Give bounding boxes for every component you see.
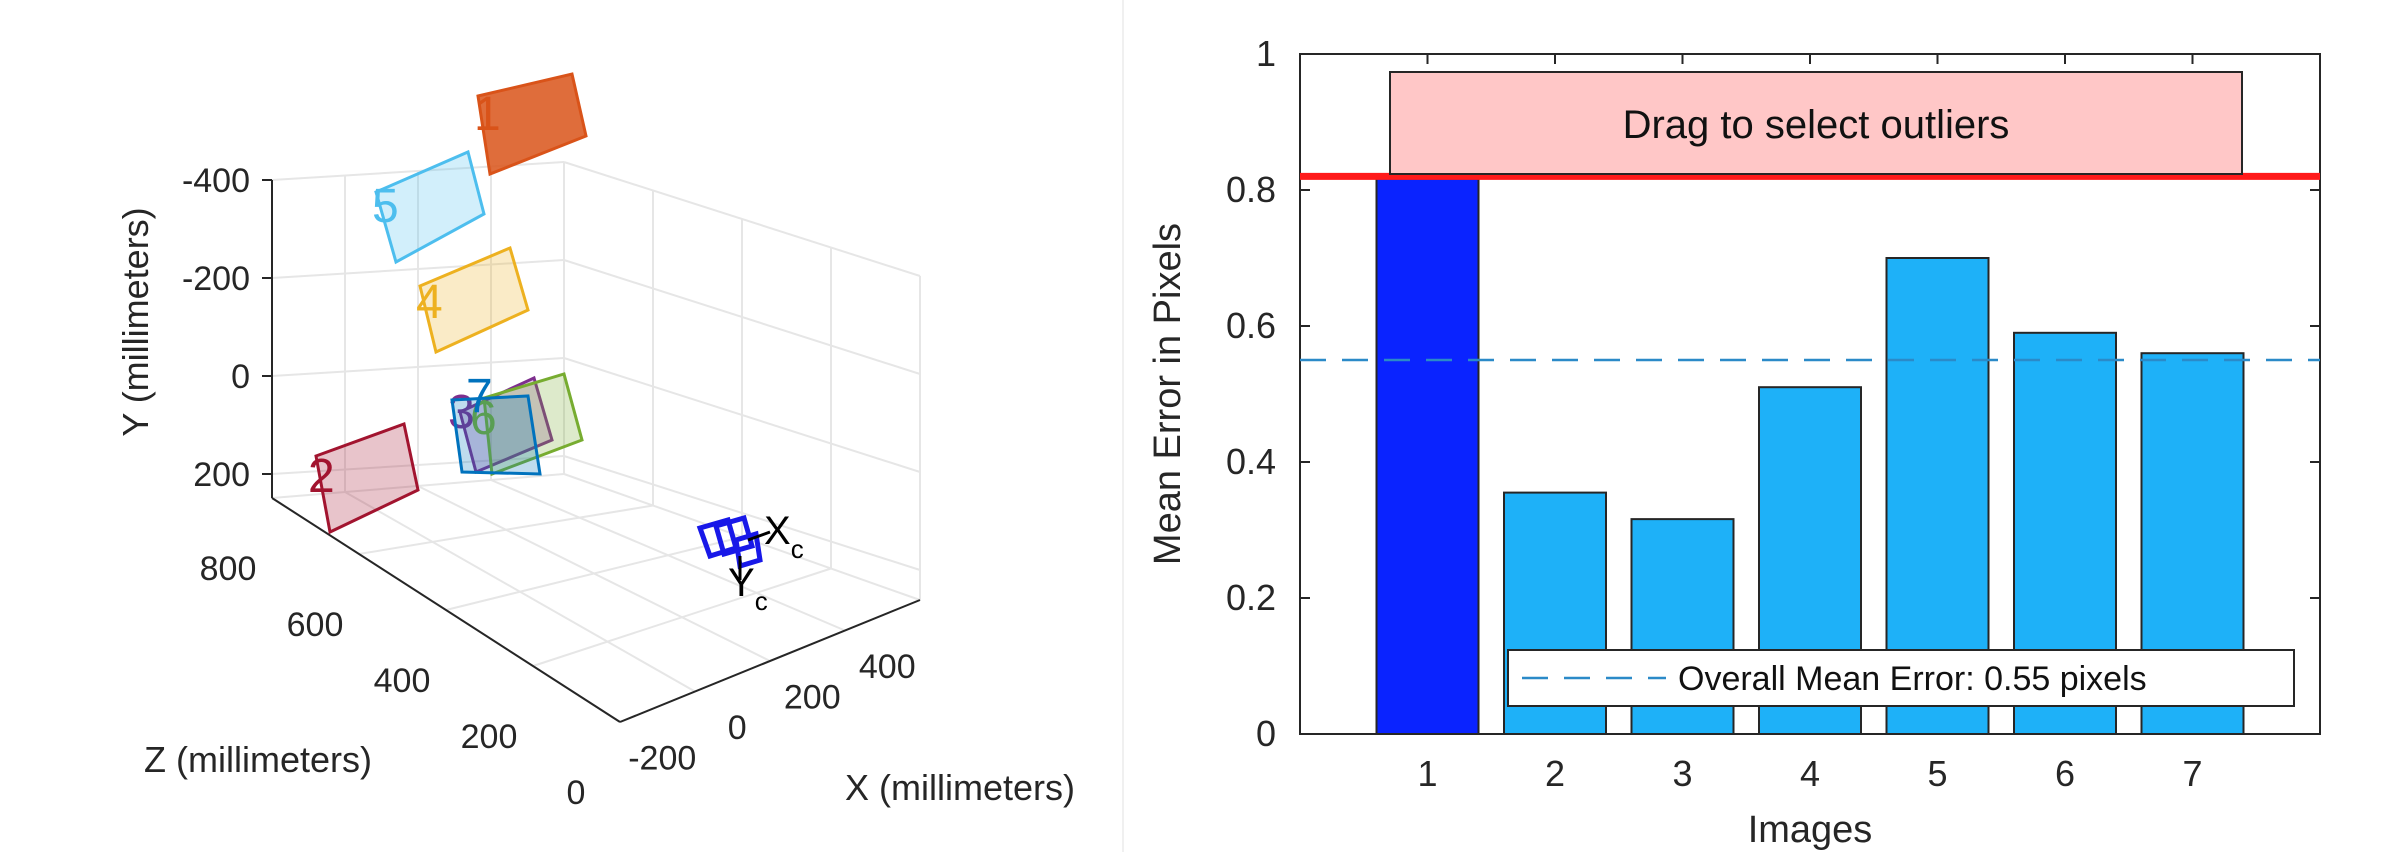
y-tick-label: 0.2 [1226, 577, 1276, 618]
selection-hint-box[interactable]: Drag to select outliers [1389, 71, 2243, 175]
x-tick-label: 6 [2055, 753, 2075, 794]
panel-divider [1122, 0, 1124, 852]
y-tick-label-3d: -400 [182, 162, 250, 200]
x-tick-label-3d: 200 [784, 678, 841, 716]
y-tick-label: 0.8 [1226, 169, 1276, 210]
legend: Overall Mean Error: 0.55 pixels [1507, 649, 2295, 707]
pattern-label-1: 1 [474, 88, 501, 141]
reprojection-error-chart[interactable]: 0 0.2 0.4 0.6 0.8 1 1 2 3 4 5 6 7 Drag to select out… [1124, 0, 2384, 852]
y-tick-label-3d: -200 [182, 260, 250, 298]
camera-x-axis [747, 530, 771, 542]
y-tick-label-3d: 0 [231, 358, 250, 396]
bar-y-axis-label: Mean Error in Pixels [1147, 223, 1189, 565]
pattern-label-6: 6 [470, 392, 497, 445]
camera-y-label: Y [728, 561, 755, 605]
pattern-label-2: 2 [308, 450, 335, 503]
x-tick-label: 3 [1672, 753, 1692, 794]
camera-glyph: Xc Yc [696, 509, 804, 616]
y-axis-label-3d: Y (millimeters) [115, 207, 156, 436]
camera-y-subscript: c [755, 586, 768, 616]
z-tick-label-3d: 400 [374, 662, 431, 700]
svg-text:Xc: Xc [764, 509, 804, 564]
x-axis-label-3d: X (millimeters) [845, 767, 1075, 808]
selection-hint-label: Drag to select outliers [1623, 103, 2010, 147]
pattern-label-4: 4 [416, 276, 443, 329]
bar-x-axis-label: Images [1748, 809, 1873, 851]
x-tick-label-3d: 400 [859, 648, 916, 686]
x-tick-label: 5 [1927, 753, 1947, 794]
x-tick-label: 7 [2182, 753, 2202, 794]
camera-x-label: X [764, 509, 791, 553]
z-tick-label-3d: 200 [461, 718, 518, 756]
y-tick-label-3d: 200 [193, 456, 250, 494]
x-tick-label-3d: 0 [728, 709, 747, 747]
y-tick-label: 0.4 [1226, 441, 1276, 482]
z-tick-label-3d: 600 [287, 606, 344, 644]
z-tick-label-3d: 800 [200, 550, 257, 588]
svg-text:Yc: Yc [728, 561, 768, 616]
pattern-7[interactable] [450, 394, 542, 476]
pattern-4[interactable] [418, 245, 530, 355]
extrinsics-axes: -400 -200 0 200 800 600 400 200 0 -200 0 200 400 [182, 162, 921, 812]
z-axis-label-3d: Z (millimeters) [144, 739, 372, 780]
bar-axis-ticks: 0 0.2 0.4 0.6 0.8 1 1 2 3 4 5 6 7 [1226, 33, 2320, 794]
pattern-1[interactable] [476, 72, 588, 177]
x-tick-label: 1 [1417, 753, 1437, 794]
pattern-2[interactable] [314, 422, 420, 535]
camera-x-subscript: c [791, 534, 804, 564]
camera-body [696, 514, 763, 570]
pattern-label-7: 7 [466, 370, 493, 423]
pattern-label-5: 5 [372, 180, 399, 233]
x-tick-label-3d: -200 [628, 739, 696, 777]
y-tick-label: 0.6 [1226, 305, 1276, 346]
pattern-5[interactable] [374, 149, 486, 265]
z-tick-label-3d: 0 [567, 774, 586, 812]
x-tick-label: 4 [1800, 753, 1820, 794]
bar-image-1[interactable] [1375, 175, 1480, 735]
y-tick-label: 0 [1256, 713, 1276, 754]
y-tick-label: 1 [1256, 33, 1276, 74]
x-tick-label: 2 [1545, 753, 1565, 794]
legend-label: Overall Mean Error: 0.55 pixels [1678, 660, 2147, 698]
